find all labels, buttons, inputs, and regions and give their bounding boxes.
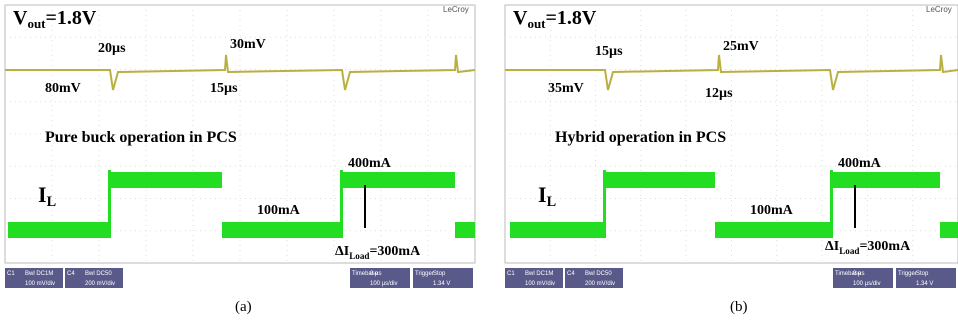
scope-panel: Vout=1.8V LeCroy 15µs 25mV 35mV 12µs Hybrid op… <box>505 5 958 315</box>
status-text: 1.34 V <box>916 281 933 287</box>
current-trace <box>8 222 108 238</box>
delta-label: ΔILoad=300mA <box>825 239 911 256</box>
current-trace-step <box>108 170 111 238</box>
status-text: Trigger <box>415 271 434 277</box>
status-text: 0 µs <box>853 271 864 277</box>
status-text: C4 <box>67 271 75 277</box>
current-trace-step <box>603 170 606 238</box>
current-trace-step <box>830 170 833 238</box>
subscript: out <box>527 16 546 31</box>
caption: (a) <box>235 299 252 315</box>
current-trace-step <box>340 170 343 238</box>
figure: Vout=1.8VLeCroy20µs30mV80mV15µsPure buck… <box>0 0 958 322</box>
annotation: 80mV <box>45 81 81 96</box>
current-trace <box>940 222 958 238</box>
subscript: out <box>27 16 46 31</box>
caption: (b) <box>730 299 748 315</box>
annotation: 12µs <box>705 86 733 101</box>
status-text: Trigger <box>898 271 917 277</box>
delta-label: ΔILoad=300mA <box>335 244 421 261</box>
high-label: 400mA <box>838 156 882 171</box>
annotation: 15µs <box>210 81 238 96</box>
status-text: 100 µs/div <box>370 281 397 287</box>
value: =1.8V <box>46 7 97 29</box>
status-text: Stop <box>433 271 446 277</box>
status-text: Bwl DC1M <box>525 271 553 277</box>
status-text: C1 <box>507 271 515 277</box>
value: =300mA <box>859 239 911 254</box>
symbol: V <box>13 7 28 29</box>
status-text: 200 mV/div <box>585 281 615 287</box>
status-text: Stop <box>916 271 929 277</box>
status-text: 100 mV/div <box>525 281 555 287</box>
current-trace <box>603 172 715 188</box>
status-text: 100 mV/div <box>25 281 55 287</box>
current-trace <box>510 222 603 238</box>
status-text: C1 <box>7 271 15 277</box>
symbol: I <box>38 182 47 207</box>
subscript: Load <box>839 246 859 256</box>
scope-panel: Vout=1.8V LeCroy 20µs 30mV 80mV 15µs Pure buck… <box>5 5 475 315</box>
annotation: 35mV <box>548 81 584 96</box>
current-trace <box>830 172 940 188</box>
symbol: ΔI <box>825 239 839 254</box>
current-trace <box>222 222 340 238</box>
status-text: Bwl DC50 <box>585 271 612 277</box>
status-text: C4 <box>567 271 575 277</box>
annotation: 30mV <box>230 37 266 52</box>
value: =1.8V <box>546 7 597 29</box>
status-text: 0 µs <box>370 271 381 277</box>
status-text: Bwl DC1M <box>25 271 53 277</box>
current-trace <box>455 222 475 238</box>
value: =300mA <box>369 244 421 259</box>
status-text: Bwl DC50 <box>85 271 112 277</box>
low-label: 100mA <box>257 203 301 218</box>
symbol: V <box>513 7 528 29</box>
current-trace <box>108 172 222 188</box>
subscript: Load <box>349 251 369 261</box>
low-label: 100mA <box>750 203 794 218</box>
status-text: 100 µs/div <box>853 281 880 287</box>
brand: LeCroy <box>926 5 952 14</box>
vout-label: Vout=1.8V <box>13 7 97 31</box>
current-trace <box>715 222 830 238</box>
annotation: 25mV <box>723 39 759 54</box>
annotation: 20µs <box>98 41 126 56</box>
brand: LeCroy <box>443 5 469 14</box>
symbol: I <box>538 182 547 207</box>
current-trace <box>340 172 455 188</box>
vout-label: Vout=1.8V <box>513 7 597 31</box>
high-label: 400mA <box>348 156 392 171</box>
mode-label: Pure buck operation in PCS <box>45 129 237 146</box>
symbol: ΔI <box>335 244 349 259</box>
status-text: 1.34 V <box>433 281 450 287</box>
mode-label: Hybrid operation in PCS <box>555 129 726 146</box>
annotation: 15µs <box>595 44 623 59</box>
subscript: L <box>47 194 57 210</box>
status-text: 200 mV/div <box>85 281 115 287</box>
subscript: L <box>547 194 557 210</box>
